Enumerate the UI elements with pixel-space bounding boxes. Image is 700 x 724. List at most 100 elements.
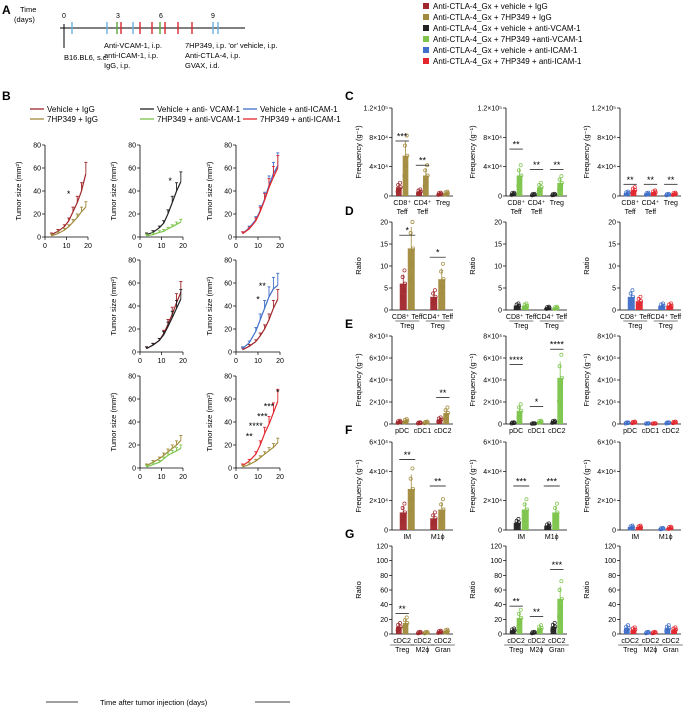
x-tick-label: cDC2 — [414, 638, 432, 645]
y-tick-label: 6×10⁴ — [369, 356, 388, 363]
y-tick-label: 0 — [132, 466, 136, 473]
data-point — [545, 305, 550, 310]
y-tick-label: 0 — [132, 235, 136, 242]
x-tick-label: M1ϕ — [659, 534, 673, 541]
x-tick-label: 20 — [179, 474, 187, 481]
x-tick-label: 0 — [234, 358, 238, 365]
y-tick-label: 20 — [380, 617, 388, 624]
data-point — [537, 419, 542, 424]
y-tick-label: 0 — [384, 308, 388, 315]
y-tick-label: 80 — [224, 374, 232, 381]
y-axis-label: Ratio — [354, 257, 363, 275]
data-point — [430, 522, 435, 527]
y-tick-label: 80 — [224, 258, 232, 265]
data-point — [402, 268, 407, 273]
x-tick-label: pDC — [623, 428, 637, 435]
y-tick-label: 80 — [128, 258, 136, 265]
y-tick-label: 60 — [608, 588, 616, 595]
x-tick-label: 0 — [234, 243, 238, 250]
bar — [651, 192, 657, 196]
y-tick-label: 6×10⁴ — [483, 356, 502, 363]
x-tick-label: Gran — [435, 647, 451, 654]
data-point — [630, 288, 635, 293]
x-tick-label: 0 — [138, 243, 142, 250]
data-point — [418, 187, 423, 192]
timeline-red-line: 7HP349, i.p. 'or' vehicle, i.p. — [185, 41, 278, 50]
data-point — [624, 190, 629, 195]
x-tick-label: 20 — [276, 358, 284, 365]
y-tick-label: 1.2×10⁵ — [477, 106, 502, 113]
x-tick-label: 10 — [158, 358, 166, 365]
bar — [516, 175, 523, 196]
data-point — [626, 420, 630, 425]
data-point — [512, 420, 516, 425]
data-point — [433, 516, 438, 521]
significance-label: *** — [516, 477, 527, 487]
y-tick-label: 40 — [224, 420, 232, 427]
data-point — [552, 191, 557, 196]
data-point — [632, 185, 637, 190]
x-tick-label: cDC1 — [414, 428, 432, 435]
data-point — [553, 305, 558, 310]
chart-f2: 0 2×10⁴ 4×10⁴ 6×10⁴ Frequency (g⁻¹) IM M1ϕ *** *… — [468, 440, 567, 541]
bar — [399, 283, 407, 310]
data-point — [408, 231, 413, 235]
bar — [557, 598, 564, 634]
data-point — [438, 292, 443, 297]
y-tick-label: 0 — [228, 350, 232, 357]
significance-label: ** — [439, 388, 447, 398]
y-tick-label: 6×10⁴ — [483, 440, 502, 447]
series-line — [146, 439, 182, 467]
data-point — [445, 405, 450, 410]
data-point — [425, 173, 430, 178]
data-point — [400, 506, 405, 510]
data-point — [554, 514, 559, 519]
bar — [627, 296, 635, 310]
bar — [516, 410, 523, 424]
series-line — [242, 442, 279, 468]
x-tick-label: M2ϕ — [530, 647, 544, 654]
y-tick-label: 4×10⁴ — [597, 469, 616, 476]
y-tick-label: 0 — [384, 422, 388, 429]
data-point — [632, 625, 637, 630]
bar — [666, 305, 674, 310]
data-point — [419, 630, 423, 635]
data-point — [669, 301, 673, 306]
legend-label: Vehicle + anti- VCAM-1 — [157, 105, 240, 114]
y-tick-label: 60 — [224, 166, 232, 173]
data-point — [558, 387, 563, 392]
y-tick-label: 60 — [380, 588, 388, 595]
bar — [438, 509, 446, 530]
timeline: Time (days) 0 3 6 9 B16.BL6, s.c. Anti-V… — [14, 5, 278, 70]
x-tick-label: CD8⁺ Teff — [506, 314, 537, 321]
data-point — [510, 191, 515, 196]
data-point — [539, 623, 543, 628]
significance-label: ** — [647, 175, 655, 185]
bar — [416, 191, 422, 196]
y-tick-label: 15 — [608, 242, 616, 249]
y-tick-label: 0 — [384, 528, 388, 535]
x-tick-label: 0 — [234, 474, 238, 481]
y-tick-label: 10 — [494, 264, 502, 271]
data-point — [532, 629, 537, 634]
y-axis-label: Frequency (g⁻¹) — [468, 125, 477, 179]
data-point — [438, 190, 443, 195]
series-line — [51, 206, 87, 237]
significance-label: *** — [397, 132, 408, 142]
x-tick-label: cDC2 — [621, 638, 639, 645]
x-tick-label: Teff — [511, 209, 522, 216]
data-point — [438, 415, 443, 420]
data-point — [523, 512, 528, 517]
data-point — [443, 416, 447, 421]
data-point — [519, 173, 524, 178]
x-tick-label: cDC2 — [548, 428, 566, 435]
bar — [521, 305, 529, 310]
y-tick-label: 0 — [37, 235, 41, 242]
x-tick-label: M1ϕ — [545, 534, 559, 541]
x-tick-label: Teff — [645, 209, 656, 216]
data-point — [628, 526, 633, 531]
data-point — [666, 191, 671, 196]
timeline-label-days: (days) — [14, 15, 35, 24]
y-tick-label: 120 — [376, 544, 388, 551]
